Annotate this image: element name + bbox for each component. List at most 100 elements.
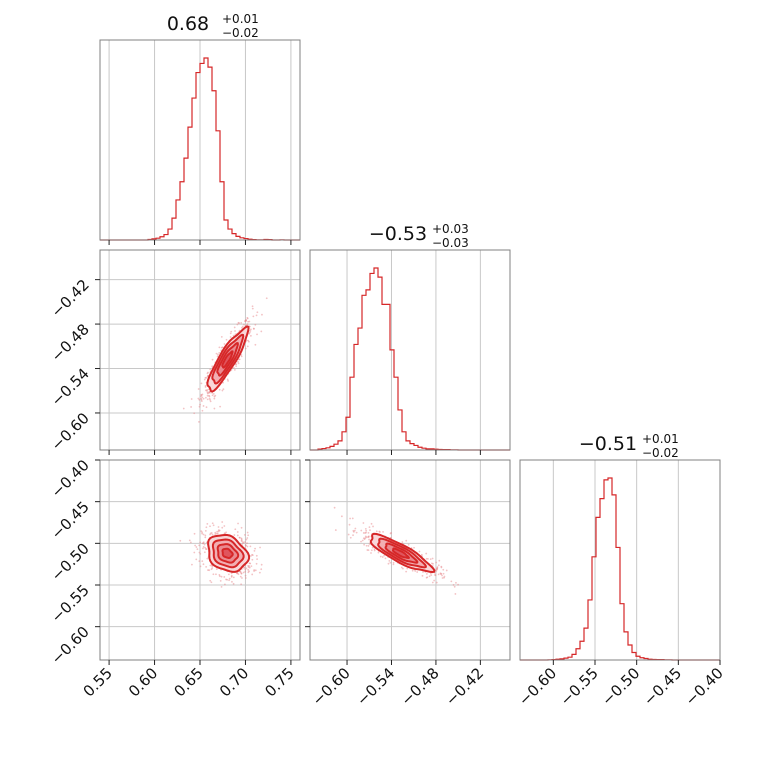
pair-panel-0-1-sample-point (203, 378, 206, 381)
pair-panel-0-2-sample-point (247, 564, 249, 567)
pair-panel-0-2-sample-point (219, 579, 222, 582)
pair-panel-1-2-sample-point (392, 561, 395, 564)
pair-panel-1-2-sample-point (455, 581, 457, 584)
pair-panel-1-2-contour-line-3 (391, 547, 410, 560)
hist-panel-2-xtick-label-2: −0.50 (598, 664, 643, 709)
pair-panel-0-2-sample-point (201, 532, 204, 535)
pair-panel-0-2-sample-point (224, 583, 226, 586)
hist-panel-2-xtick-label-3: −0.45 (640, 664, 685, 709)
pair-panel-0-1-sample-point (223, 343, 226, 345)
pair-panel-1-2-sample-point (407, 543, 410, 546)
pair-panel-0-1-sample-point (230, 330, 233, 333)
pair-panel-0-1-sample-point (233, 369, 236, 371)
pair-panel-0-2-sample-point (251, 558, 254, 561)
pair-panel-0-2-sample-point (248, 562, 251, 565)
pair-panel-0-2: 0.55 0.60 0.65 0.70 0.75 −0.60−0.55−0.50−0.45… (48, 456, 301, 700)
pair-panel-0-1-sample-point (206, 372, 209, 375)
pair-panel-0-1-sample-point (233, 326, 236, 329)
pair-panel-0-2-sample-point (244, 568, 247, 571)
pair-panel-0-1-sample-point (213, 397, 216, 400)
hist-panel-2: −0.60−0.55−0.50−0.45−0.40 −0.51 +0.01−0.02 (515, 432, 727, 709)
pair-panel-0-1-sample-point (249, 328, 252, 331)
pair-panel-1-2-sample-point (363, 543, 366, 546)
pair-panel-1-2-sample-point (433, 579, 436, 582)
pair-panel-0-1-sample-point (214, 394, 217, 397)
pair-panel-0-1-sample-point (216, 355, 219, 358)
pair-panel-0-1-sample-point (229, 336, 232, 338)
pair-panel-0-2-sample-point (202, 547, 204, 550)
pair-panel-0-2-sample-point (240, 539, 243, 542)
pair-panel-0-1-sample-point (212, 392, 215, 395)
pair-panel-1-2-sample-point (367, 531, 370, 534)
pair-panel-1-2-sample-point (333, 506, 336, 509)
pair-panel-0-1-sample-point (235, 363, 238, 366)
pair-panel-0-1-ytick-label-2: −0.48 (48, 320, 93, 365)
pair-panel-0-2-sample-point (242, 542, 244, 545)
pair-panel-1-2-sample-point (367, 536, 370, 538)
pair-panel-0-1-sample-point (198, 420, 200, 423)
pair-panel-0-1-sample-point (215, 352, 218, 355)
pair-panel-0-2-sample-point (204, 529, 207, 532)
pair-panel-1-2-sample-point (457, 583, 459, 586)
pair-panel-1-2-sample-point (348, 523, 351, 526)
pair-panel-0-1-sample-point (246, 345, 249, 348)
pair-panel-1-2-sample-point (428, 575, 431, 578)
pair-panel-1-2-sample-point (370, 522, 373, 525)
pair-panel-1-2-sample-point (365, 531, 367, 534)
pair-panel-1-2-sample-point (384, 557, 387, 560)
pair-panel-0-2-sample-point (251, 573, 254, 576)
pair-panel-1-2-sample-point (381, 556, 384, 558)
pair-panel-0-2-sample-point (256, 558, 258, 561)
pair-panel-0-2-ytick-label-4: −0.40 (48, 456, 93, 501)
pair-panel-0-2-sample-point (244, 577, 247, 579)
pair-panel-0-2-sample-point (246, 537, 249, 539)
pair-panel-0-1-sample-point (206, 398, 209, 401)
pair-panel-0-1-sample-point (244, 347, 247, 350)
pair-panel-0-2-sample-point (211, 533, 214, 536)
pair-panel-0-1-ytick-label-3: −0.42 (48, 276, 93, 321)
pair-panel-0-2-sample-point (212, 573, 215, 576)
pair-panel-0-2-sample-point (246, 545, 249, 548)
pair-panel-0-1-sample-point (237, 362, 240, 365)
pair-panel-1-2-sample-point (367, 545, 370, 547)
pair-panel-0-1-sample-point (198, 405, 201, 408)
pair-panel-0-2-sample-point (202, 545, 205, 548)
pair-panel-0-2-ytick-label-2: −0.50 (48, 539, 93, 584)
pair-panel-1-2-sample-point (416, 571, 419, 573)
pair-panel-1-2-sample-point (354, 527, 357, 530)
pair-panel-0-2-sample-point (207, 569, 209, 571)
pair-panel-1-2-sample-point (442, 568, 445, 571)
pair-panel-0-2-sample-point (260, 563, 263, 566)
pair-panel-0-2-sample-point (205, 548, 208, 550)
pair-panel-1-2-sample-point (373, 548, 376, 551)
pair-panel-0-1-sample-point (248, 332, 250, 335)
pair-panel-0-2-sample-point (210, 568, 213, 571)
pair-panel-1-2-sample-point (361, 539, 364, 542)
pair-panel-0-2-sample-point (211, 522, 214, 525)
pair-panel-0-2-sample-point (236, 531, 239, 533)
pair-panel-0-1-sample-point (240, 326, 243, 329)
pair-panel-1-2-contour-line-0 (369, 532, 436, 574)
pair-panel-1-2-sample-point (440, 566, 443, 569)
pair-panel-0-2-sample-point (246, 531, 249, 534)
pair-panel-0-2-sample-point (206, 522, 209, 525)
pair-panel-1-2-sample-point (422, 571, 424, 573)
pair-panel-1-2-sample-point (431, 581, 434, 584)
pair-panel-0-2-sample-point (191, 563, 193, 566)
pair-panel-1-2-sample-point (402, 567, 404, 570)
pair-panel-1-2-sample-point (442, 572, 445, 575)
pair-panel-0-1-sample-point (200, 397, 203, 400)
pair-panel-0-1-sample-point (238, 322, 241, 325)
pair-panel-0-1-sample-point (209, 368, 212, 371)
pair-panel-0-2-sample-point (233, 534, 236, 536)
pair-panel-0-1-sample-point (241, 325, 244, 328)
pair-panel-0-1-sample-point (234, 330, 236, 332)
pair-panel-1-2-sample-point (388, 559, 391, 562)
pair-panel-0-1-sample-point (202, 405, 205, 407)
pair-panel-0-1-sample-point (208, 397, 211, 400)
pair-panel-0-2-ytick-label-0: −0.60 (48, 623, 93, 668)
pair-panel-0-1-sample-point (246, 323, 249, 325)
pair-panel-0-2-sample-point (202, 533, 205, 536)
